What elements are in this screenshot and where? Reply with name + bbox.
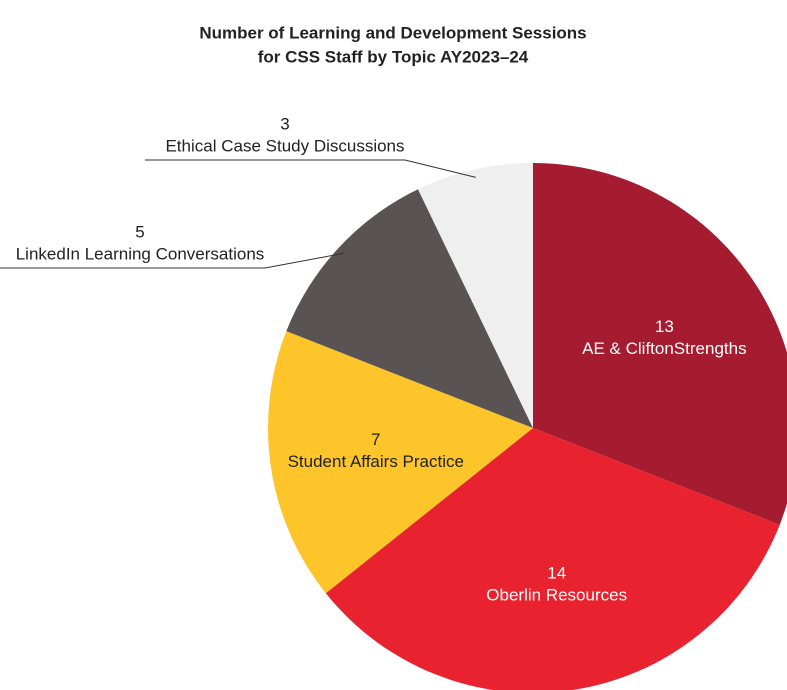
pie-slice <box>325 428 780 690</box>
category-label: Student Affairs Practice <box>288 452 464 471</box>
pie-slice <box>418 163 533 428</box>
leader-line <box>0 252 345 269</box>
data-label: 7 <box>371 430 380 449</box>
chart-title: Number of Learning and Development Sessi… <box>199 23 586 42</box>
pie-slice <box>533 163 787 525</box>
category-label: Ethical Case Study Discussions <box>165 136 404 155</box>
data-label: 14 <box>547 564 566 583</box>
category-label: AE & CliftonStrengths <box>582 339 746 358</box>
pie-slice <box>286 189 533 428</box>
data-label: 5 <box>135 222 144 241</box>
data-label: 3 <box>280 114 289 133</box>
pie-slice <box>268 331 533 594</box>
chart-title: for CSS Staff by Topic AY2023–24 <box>258 47 529 66</box>
data-label: 13 <box>655 317 674 336</box>
category-label: Oberlin Resources <box>486 586 627 605</box>
category-label: LinkedIn Learning Conversations <box>16 244 265 263</box>
leader-line <box>145 159 476 178</box>
